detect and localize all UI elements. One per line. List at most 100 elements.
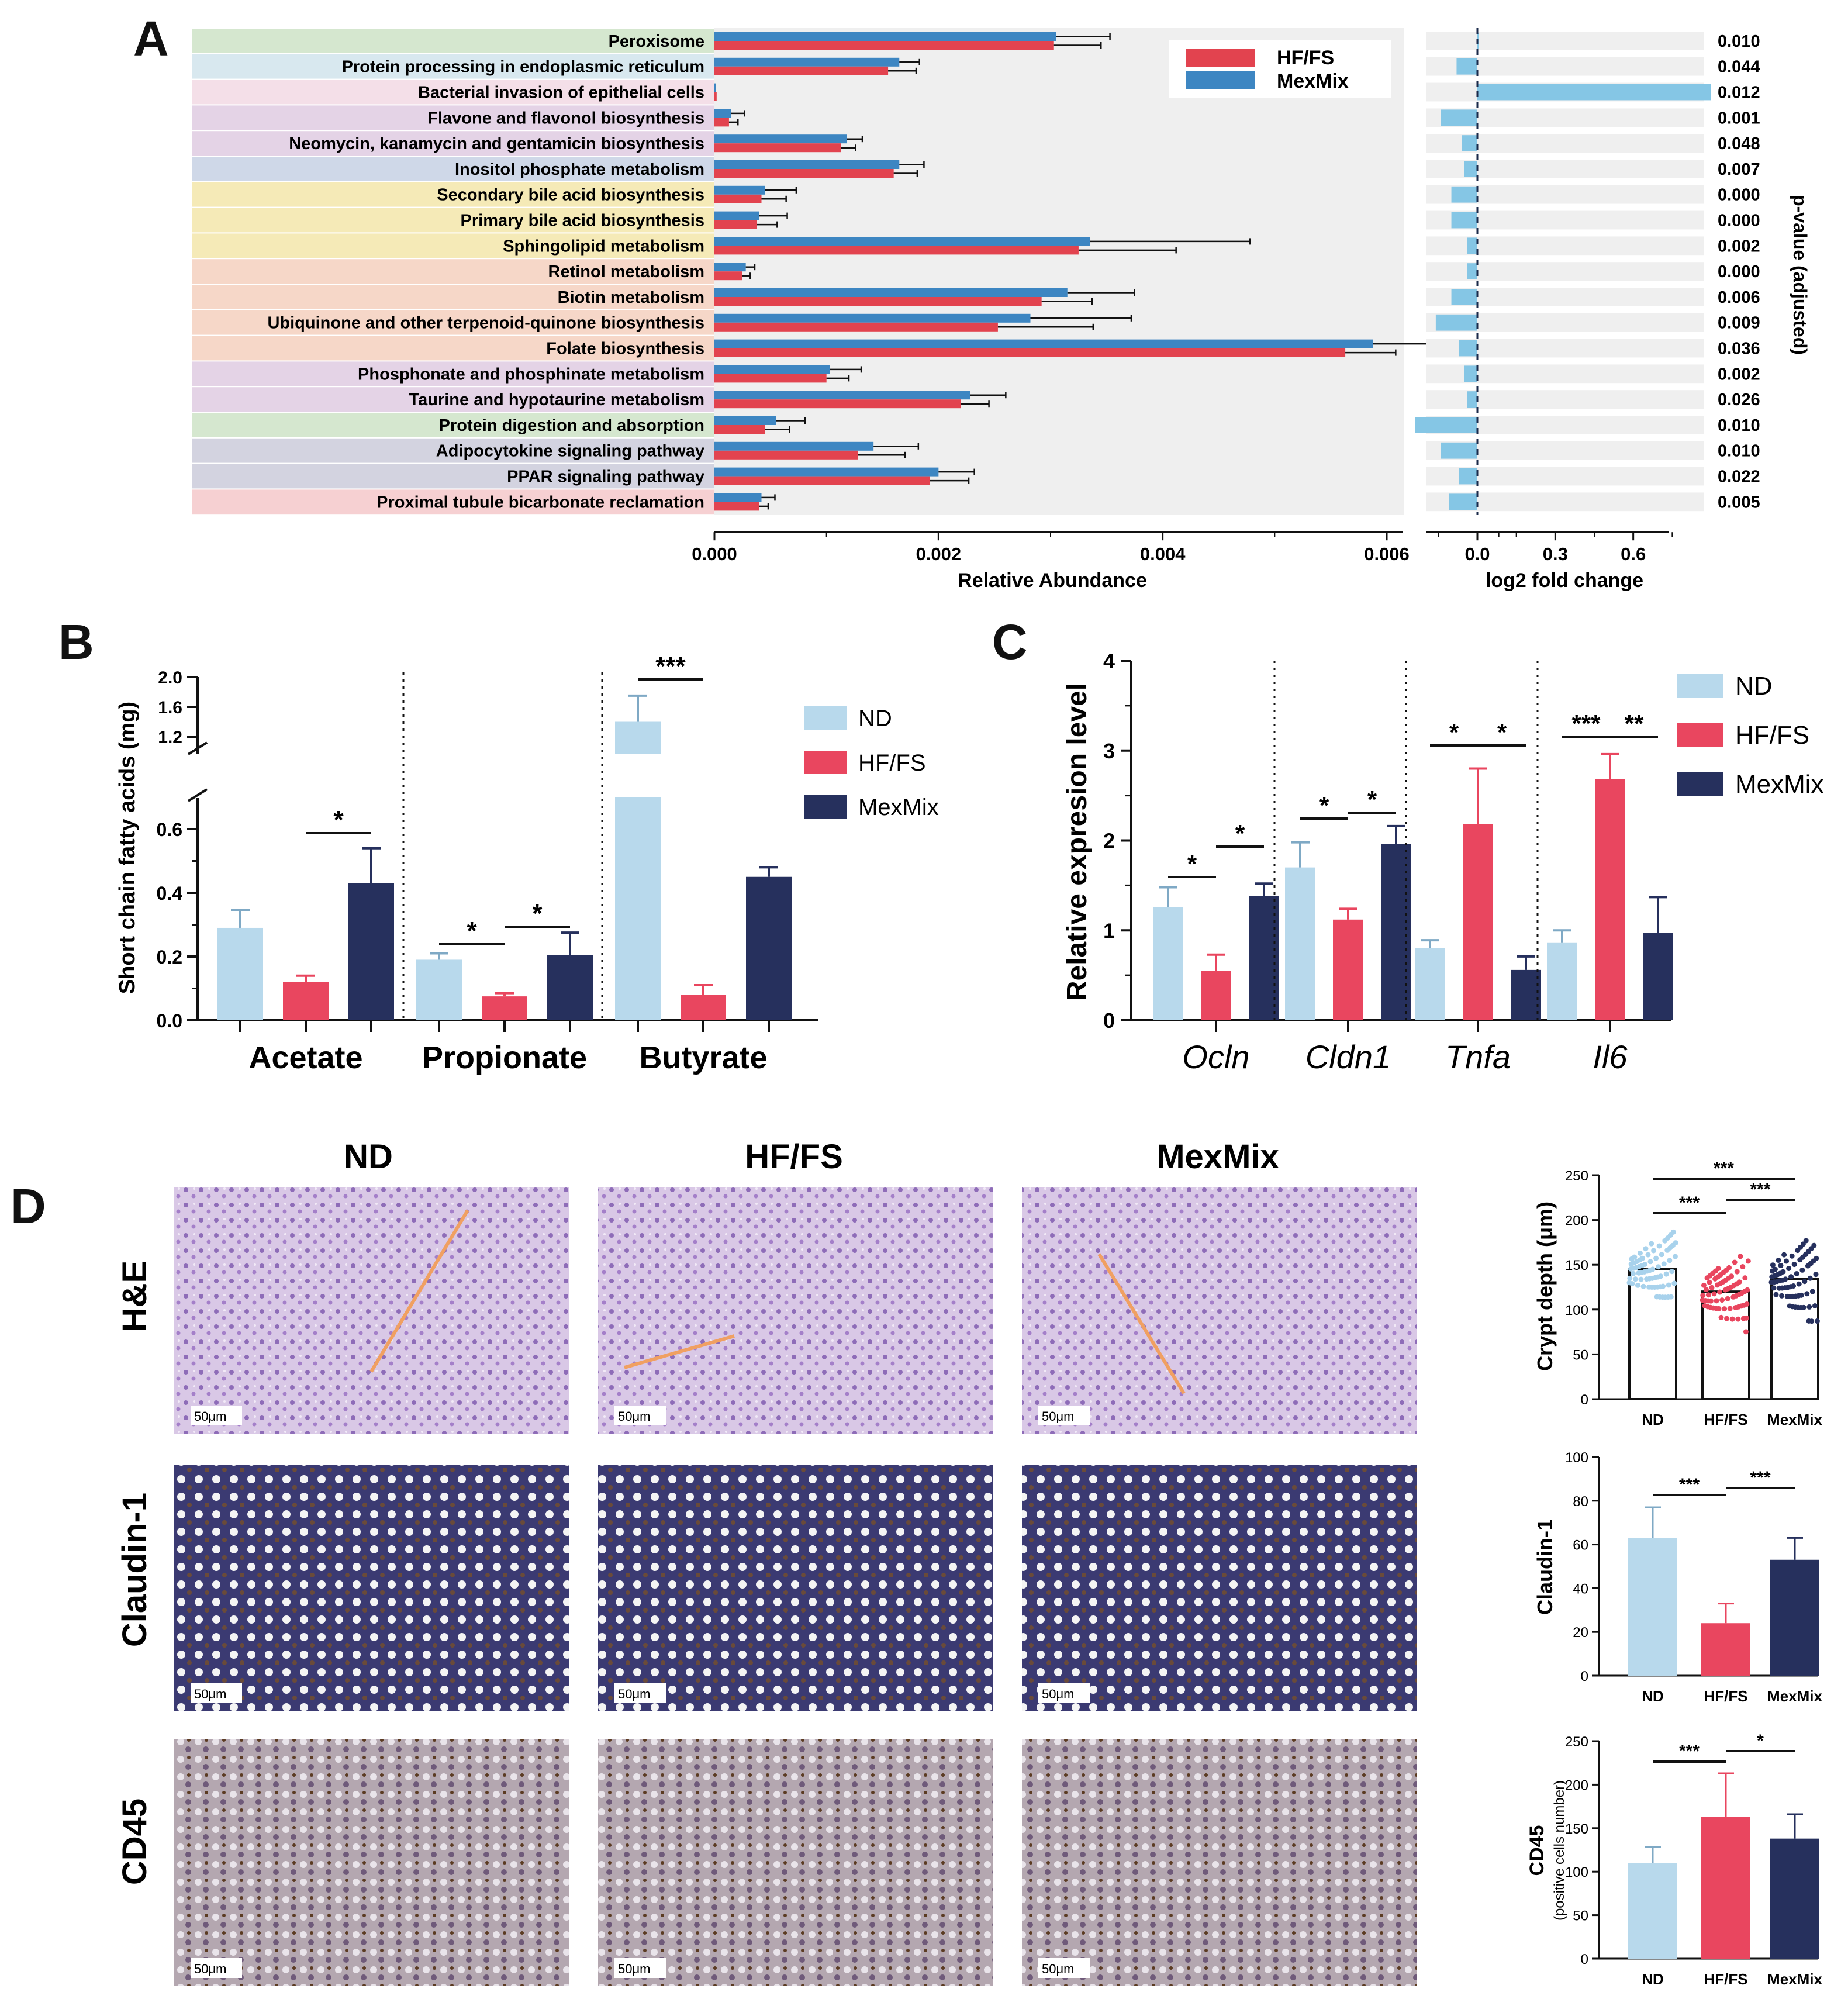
x-category-label: ND xyxy=(1642,1687,1664,1705)
data-point xyxy=(1710,1305,1716,1311)
p-value: 0.048 xyxy=(1718,134,1760,153)
data-point xyxy=(1705,1304,1711,1310)
category-band xyxy=(192,131,714,156)
fold-bar xyxy=(1415,417,1477,433)
significance-label: *** xyxy=(1679,1742,1700,1761)
y-tick-label: 0.6 xyxy=(157,819,182,840)
data-point xyxy=(1665,1235,1671,1241)
bar-hffs xyxy=(482,996,527,1020)
bar-mexmix xyxy=(1381,844,1411,1020)
data-point xyxy=(1772,1266,1778,1272)
data-point xyxy=(1627,1275,1633,1281)
p-value: 0.002 xyxy=(1718,365,1760,384)
panel-letter-a: A xyxy=(133,11,169,66)
plot-background xyxy=(714,28,1404,515)
scale-bar-box xyxy=(614,1683,666,1703)
category-label: PPAR signaling pathway xyxy=(507,468,704,486)
category-band xyxy=(192,182,714,207)
panel-a: Peroxisome Protein processing in endoplas… xyxy=(192,28,1811,592)
data-point xyxy=(1779,1285,1785,1291)
bar-hffs xyxy=(1701,1623,1750,1676)
y-tick-label: 150 xyxy=(1565,1821,1588,1837)
bar-hffs xyxy=(714,41,1054,50)
category-band xyxy=(192,80,714,105)
data-point xyxy=(1791,1262,1797,1268)
data-point xyxy=(1714,1298,1719,1304)
significance-label: * xyxy=(1187,850,1197,878)
axis-break-mark xyxy=(187,788,208,802)
data-point xyxy=(1741,1302,1747,1308)
data-point xyxy=(1721,1270,1726,1276)
data-point xyxy=(1632,1254,1638,1260)
y-tick-label: 150 xyxy=(1565,1258,1588,1273)
data-point xyxy=(1743,1315,1749,1321)
data-point xyxy=(1639,1255,1645,1261)
y-tick-label: 2 xyxy=(1103,829,1115,853)
p-value: 0.026 xyxy=(1718,391,1760,409)
data-point xyxy=(1718,1314,1724,1320)
data-point xyxy=(1702,1298,1708,1304)
data-point xyxy=(1667,1245,1673,1251)
bar-nd xyxy=(217,927,263,1020)
y-tick-label: 200 xyxy=(1565,1777,1588,1793)
fold-bar xyxy=(1441,109,1477,126)
p-value: 0.000 xyxy=(1718,263,1760,281)
bar-mexmix xyxy=(1511,969,1541,1020)
legend-swatch xyxy=(804,751,847,774)
histology-image xyxy=(174,1739,569,1986)
bar-hffs xyxy=(1701,1817,1750,1959)
histology-image xyxy=(174,1187,569,1434)
category-label: Biotin metabolism xyxy=(558,288,704,307)
category-band xyxy=(192,285,714,309)
bar-mexmix xyxy=(714,237,1090,246)
data-point xyxy=(1635,1282,1640,1288)
fold-bar xyxy=(1462,135,1477,151)
bar-mexmix xyxy=(1643,933,1673,1020)
y-tick-label: 0.0 xyxy=(157,1010,182,1031)
bar-nd xyxy=(1628,1863,1677,1959)
bar-hffs xyxy=(714,246,1079,255)
data-point xyxy=(1645,1252,1651,1258)
category-band xyxy=(192,54,714,79)
bar-mexmix xyxy=(714,288,1068,297)
bar-mexmix xyxy=(714,441,874,451)
y-tick-label: 50 xyxy=(1573,1908,1588,1924)
bar-nd xyxy=(615,797,661,1020)
bar-hffs xyxy=(714,399,961,409)
histology-column-header: ND xyxy=(344,1138,393,1176)
bar-mexmix xyxy=(714,134,847,144)
significance-label: * xyxy=(467,917,477,945)
data-point xyxy=(1722,1306,1728,1312)
y-tick-label: 0 xyxy=(1581,1952,1588,1967)
y-axis-title: Short chain fatty acids (mg) xyxy=(115,702,140,994)
category-band xyxy=(192,438,714,463)
y-tick-label: 0 xyxy=(1103,1009,1115,1033)
data-point xyxy=(1644,1268,1650,1274)
significance-label: * xyxy=(1497,719,1507,746)
p-value: 0.022 xyxy=(1718,468,1760,486)
data-point xyxy=(1656,1264,1662,1270)
data-point xyxy=(1653,1255,1659,1261)
data-point xyxy=(1711,1291,1717,1297)
data-point xyxy=(1814,1255,1819,1261)
x-category-label: HF/FS xyxy=(1704,1411,1747,1428)
category-label: Adipocytokine signaling pathway xyxy=(436,442,704,461)
category-band xyxy=(192,259,714,284)
legend-swatch xyxy=(1677,723,1723,747)
data-point xyxy=(1787,1293,1793,1299)
data-point xyxy=(1800,1254,1806,1260)
data-point xyxy=(1736,1304,1742,1310)
x-tick-label: 0.000 xyxy=(692,544,737,564)
bar-hffs xyxy=(714,425,765,434)
data-point xyxy=(1666,1282,1671,1288)
x-tick-label: 0.002 xyxy=(916,544,962,564)
crypt-depth-measure xyxy=(624,1334,735,1369)
y-tick-label: 2.0 xyxy=(158,668,182,688)
y-tick-label: 60 xyxy=(1573,1538,1588,1553)
data-point xyxy=(1701,1282,1707,1288)
data-point xyxy=(1668,1294,1674,1300)
category-band xyxy=(192,413,714,437)
bar-hffs xyxy=(283,982,329,1020)
data-point xyxy=(1657,1294,1663,1300)
p-value-axis-title: p-value (adjusted) xyxy=(1790,195,1811,355)
